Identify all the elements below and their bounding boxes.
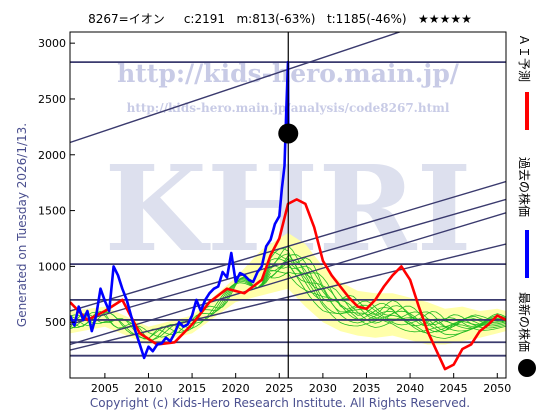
ai-forecast-line bbox=[70, 198, 506, 371]
chart-header: 8267=イオン c:2191 m:813(-63%) t:1185(-46%)… bbox=[0, 10, 560, 27]
x-tick-label: 2050 bbox=[483, 382, 511, 395]
target-price: t:1185(-46%) bbox=[326, 12, 407, 26]
x-tick-label: 2030 bbox=[309, 382, 337, 395]
x-tick-label: 2045 bbox=[440, 382, 468, 395]
forecast-ensemble-line bbox=[270, 271, 506, 334]
latest-price-marker bbox=[278, 123, 299, 144]
y-tick-label: 2500 bbox=[38, 93, 66, 106]
y-tick-label: 2000 bbox=[38, 149, 66, 162]
legend-label-forecast: ＡＩ予測 bbox=[517, 34, 531, 83]
forecast-ensemble-line bbox=[270, 258, 506, 332]
y-tick-label: 500 bbox=[45, 316, 66, 329]
rating-stars: ★★★★★ bbox=[418, 12, 472, 26]
legend-label-past: 過去の株価 bbox=[517, 157, 531, 218]
forecast-ensemble-line bbox=[270, 263, 506, 333]
x-tick-label: 2010 bbox=[134, 382, 162, 395]
y-tick-label: 1500 bbox=[38, 205, 66, 218]
y-tick-label: 1000 bbox=[38, 260, 66, 273]
forecast-ensemble-line bbox=[270, 245, 506, 328]
stock-code: 8267=イオン bbox=[88, 12, 165, 26]
x-tick-label: 2005 bbox=[91, 382, 119, 395]
close-price: c:2191 bbox=[183, 12, 226, 26]
x-tick-label: 2035 bbox=[352, 382, 380, 395]
mid-target: m:813(-63%) bbox=[236, 12, 316, 26]
legend-swatch-latest bbox=[518, 359, 536, 377]
x-tick-label: 2025 bbox=[265, 382, 293, 395]
plot-frame bbox=[69, 31, 507, 379]
x-tick-label: 2015 bbox=[178, 382, 206, 395]
y-tick-label: 3000 bbox=[38, 37, 66, 50]
forecast-ensemble-line bbox=[270, 251, 506, 325]
x-tick-label: 2020 bbox=[222, 382, 250, 395]
past-price-line bbox=[70, 60, 290, 360]
x-tick-label: 2040 bbox=[396, 382, 424, 395]
copyright-footer: Copyright (c) Kids-Hero Research Institu… bbox=[89, 396, 471, 410]
legend-label-latest: 最新の株価 bbox=[517, 292, 531, 353]
